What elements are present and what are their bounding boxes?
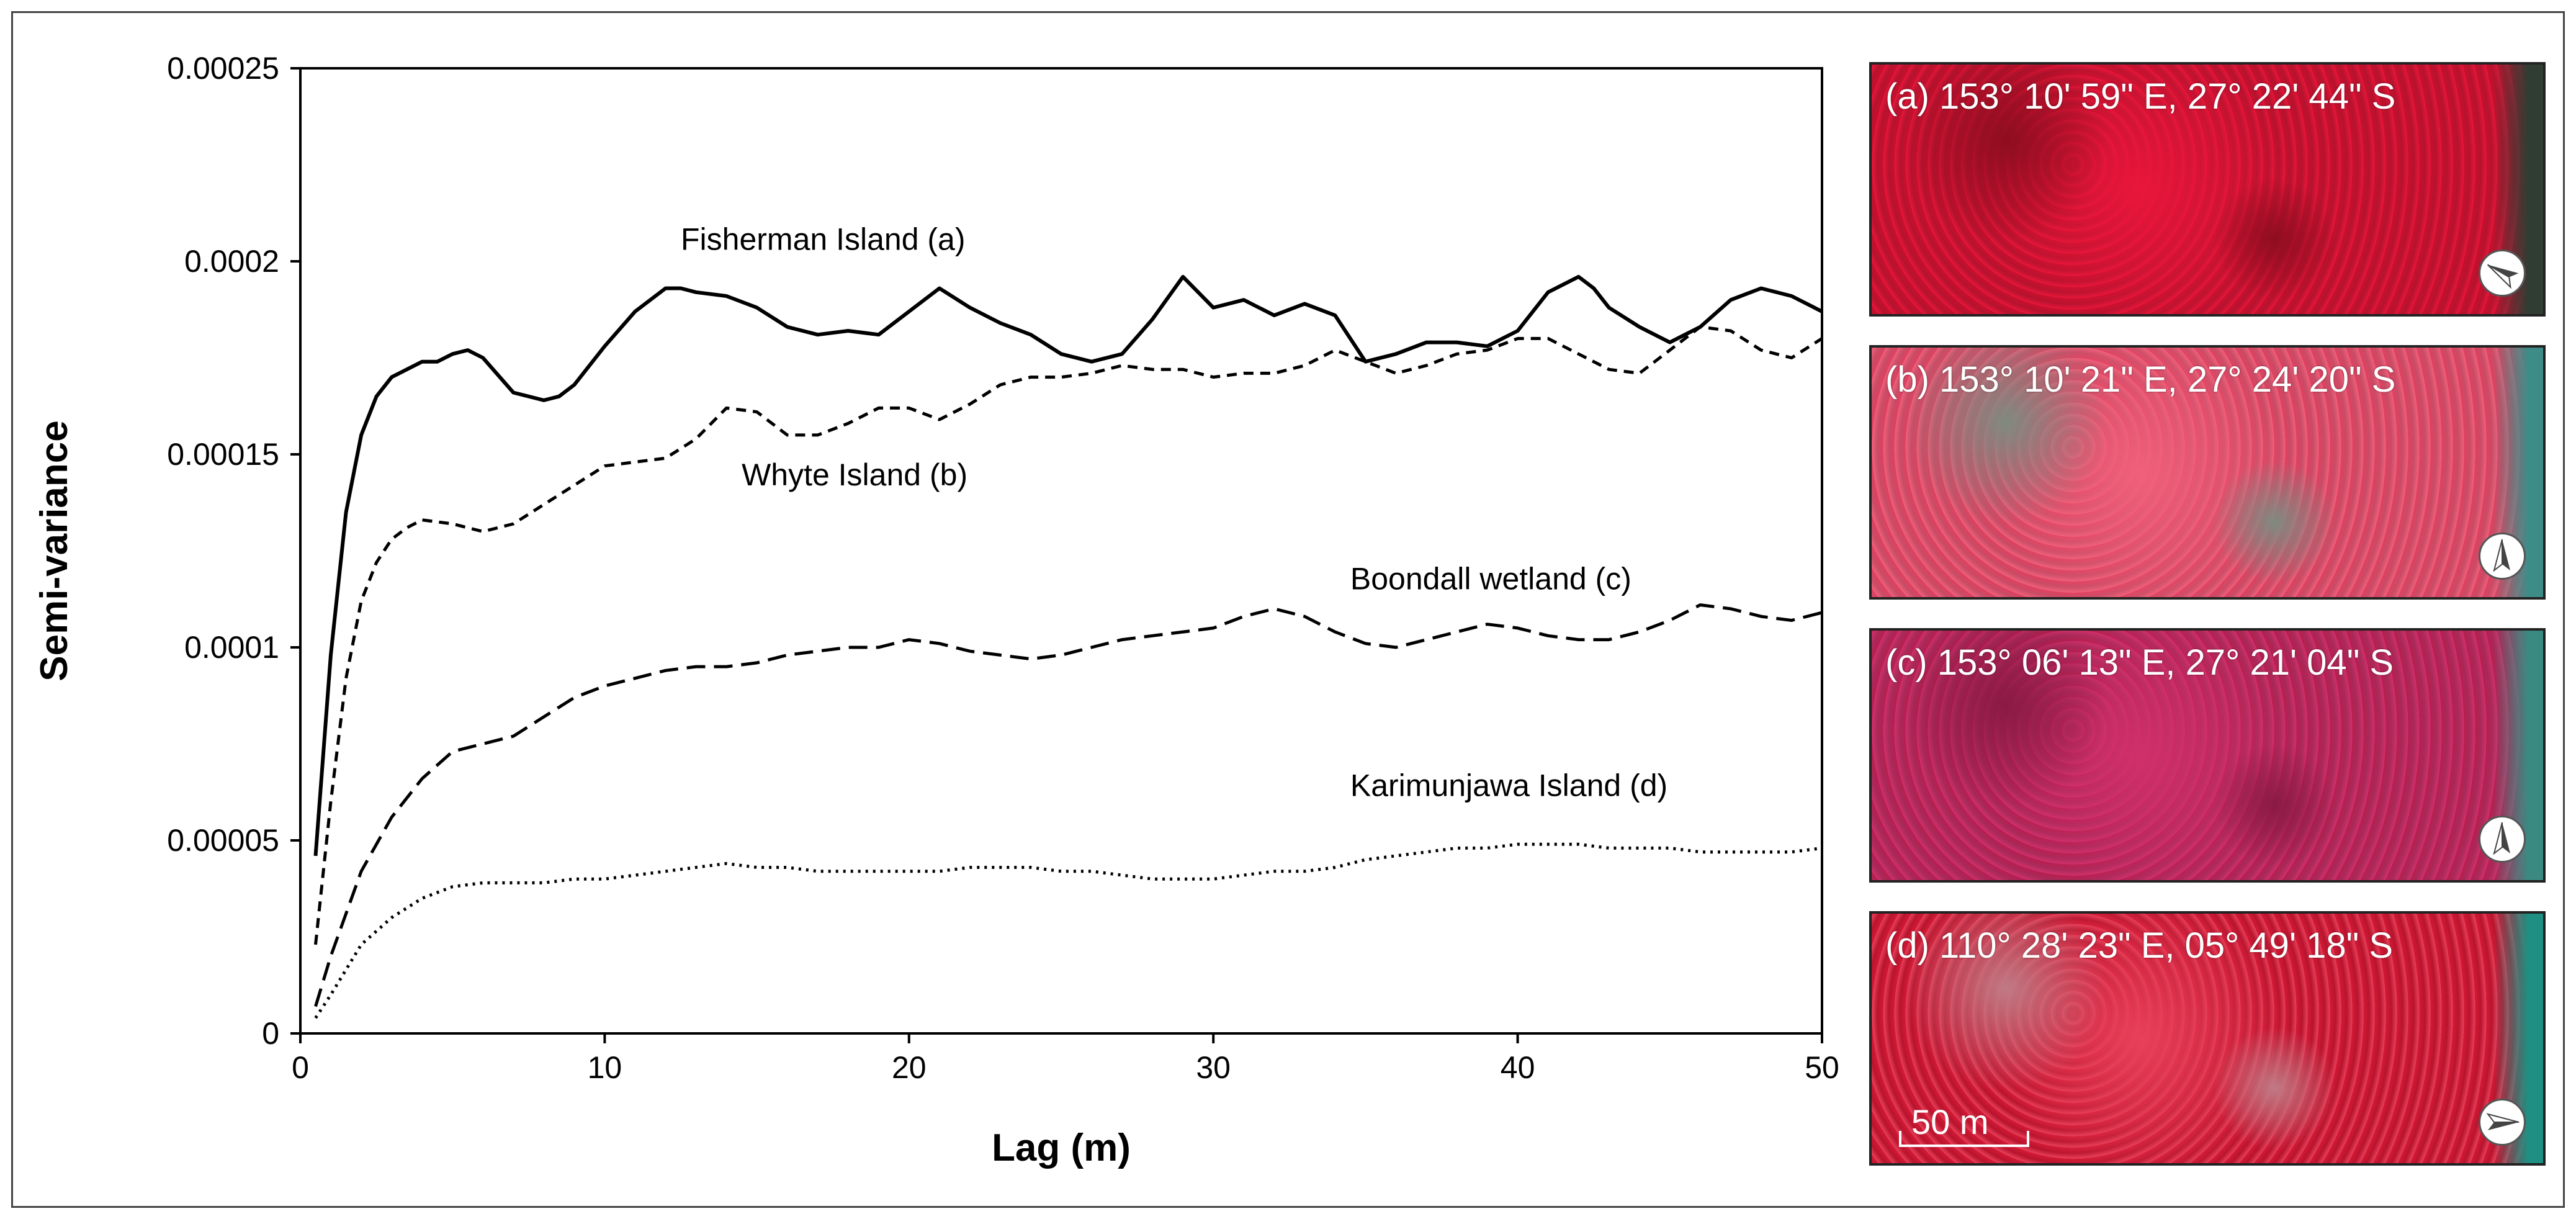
image-panel: (b) 153° 10' 21" E, 27° 24' 20" S	[1869, 345, 2546, 600]
y-axis-title: Semi-variance	[33, 420, 76, 681]
panel-label: (a) 153° 10' 59" E, 27° 22' 44" S	[1885, 76, 2396, 117]
y-tick-label: 0.00025	[167, 51, 279, 86]
image-panel: (d) 110° 28' 23" E, 05° 49' 18" S 50 m	[1869, 911, 2546, 1166]
panel-label: (d) 110° 28' 23" E, 05° 49' 18" S	[1885, 925, 2394, 966]
series-layer	[313, 274, 1823, 1019]
annotation-layer: Fisherman Island (a) Whyte Island (b) Boon…	[681, 222, 1667, 803]
image-panel: (c) 153° 06' 13" E, 27° 21' 04" S	[1869, 628, 2546, 883]
y-tick-label: 0.00005	[167, 823, 279, 858]
image-panel: (a) 153° 10' 59" E, 27° 22' 44" S	[1869, 62, 2546, 317]
x-tick-label: 40	[1501, 1050, 1535, 1085]
x-tick-label: 20	[892, 1050, 927, 1085]
series-line-0	[313, 274, 1823, 857]
panel-label: (b) 153° 10' 21" E, 27° 24' 20" S	[1885, 359, 2396, 400]
figure-frame	[11, 11, 2565, 1208]
series-annotation: Boondall wetland (c)	[1350, 562, 1631, 596]
semivariogram-chart: 0 10 20 30 40 50 0 0.00005 0.0001 0.00015 0.0002 0.…	[33, 51, 1839, 1169]
panel-label: (c) 153° 06' 13" E, 27° 21' 04" S	[1885, 642, 2394, 683]
x-tick-label: 0	[292, 1050, 309, 1085]
north-arrow-icon	[2479, 1099, 2526, 1146]
x-tick-label: 50	[1805, 1050, 1839, 1085]
y-tick-label: 0.00015	[167, 437, 279, 472]
series-annotation: Fisherman Island (a)	[681, 222, 966, 256]
north-arrow-icon	[2479, 250, 2526, 297]
series-annotation: Whyte Island (b)	[742, 457, 967, 492]
x-tick-label: 30	[1196, 1050, 1231, 1085]
plot-frame	[299, 67, 1823, 1035]
series-line-1	[314, 325, 1823, 945]
series-line-3	[314, 842, 1823, 1019]
series-line-2	[314, 603, 1823, 1007]
chart-axes: 0 10 20 30 40 50 0 0.00005 0.0001 0.00015 0.0002 0.…	[33, 51, 1839, 1169]
y-tick-label: 0.0002	[184, 244, 279, 279]
y-tick-label: 0	[262, 1016, 279, 1051]
scale-bar-label: 50 m	[1911, 1102, 1989, 1141]
x-axis-title: Lag (m)	[992, 1127, 1131, 1169]
north-arrow-icon	[2479, 533, 2526, 580]
y-tick-label: 0.0001	[184, 630, 279, 665]
scale-bar: 50 m	[1899, 1102, 2029, 1147]
x-tick-label: 10	[588, 1050, 622, 1085]
series-annotation: Karimunjawa Island (d)	[1350, 768, 1667, 803]
north-arrow-icon	[2479, 816, 2526, 863]
